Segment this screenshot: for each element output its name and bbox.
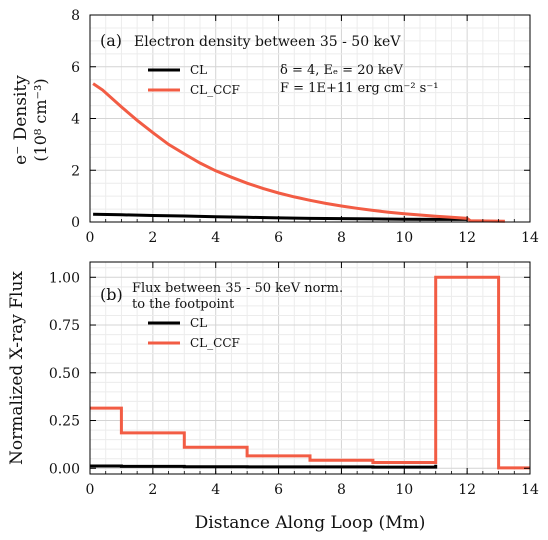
panel-a: 0 2 4 6 8 10 12 14 0 2 4 6 8 (a) Electron density be… bbox=[11, 8, 539, 246]
x-tick-label: 2 bbox=[148, 230, 157, 246]
x-tick-label: 6 bbox=[274, 482, 283, 498]
x-tick-label: 0 bbox=[86, 482, 95, 498]
panel-a-params-line2: F = 1E+11 erg cm⁻² s⁻¹ bbox=[280, 81, 438, 96]
panel-b-xlabel: Distance Along Loop (Mm) bbox=[195, 513, 426, 533]
panel-b-series bbox=[90, 275, 530, 470]
legend-label-cl: CL bbox=[190, 316, 207, 330]
panel-a-label: (a) bbox=[100, 31, 122, 50]
panel-a-grid bbox=[89, 14, 531, 223]
x-tick-label: 4 bbox=[211, 230, 220, 246]
y-tick-label: 2 bbox=[71, 163, 80, 179]
y-tick-label: 0.00 bbox=[49, 461, 80, 477]
x-tick-label: 8 bbox=[337, 230, 346, 246]
panel-b-ylabel: Normalized X-ray Flux bbox=[7, 271, 27, 465]
y-tick-label: 0 bbox=[71, 215, 80, 231]
y-tick-label: 1.00 bbox=[49, 270, 80, 286]
panel-a-legend: CL CL_CCF bbox=[148, 63, 240, 97]
legend-label-cl-ccf: CL_CCF bbox=[190, 83, 240, 97]
x-tick-label: 8 bbox=[337, 482, 346, 498]
y-tick-label: 6 bbox=[71, 60, 80, 76]
series-line-cl-ccf bbox=[92, 82, 505, 223]
series-line-cl bbox=[90, 464, 438, 469]
x-tick-label: 0 bbox=[86, 230, 95, 246]
panel-b-title-line1: Flux between 35 - 50 keV norm. bbox=[132, 281, 343, 296]
panel-b-ticks: 0 2 4 6 8 10 12 14 0.00 0.25 0.50 0.75 1.00 bbox=[49, 262, 539, 498]
panel-a-title: Electron density between 35 - 50 keV bbox=[134, 34, 401, 50]
x-tick-label: 14 bbox=[521, 482, 539, 498]
panel-b-title-line2: to the footpoint bbox=[132, 297, 235, 312]
panel-a-ylabel-line1: e⁻ Density bbox=[11, 75, 31, 165]
x-tick-label: 10 bbox=[395, 482, 413, 498]
panel-b-legend: CL CL_CCF bbox=[148, 316, 240, 350]
series-line-cl-ccf bbox=[90, 275, 530, 470]
x-tick-label: 12 bbox=[458, 230, 476, 246]
x-tick-label: 6 bbox=[274, 230, 283, 246]
x-tick-label: 10 bbox=[395, 230, 413, 246]
panel-a-series bbox=[92, 82, 505, 223]
panel-a-params-line1: δ = 4, Eₑ = 20 keV bbox=[280, 63, 403, 78]
y-tick-label: 0.50 bbox=[49, 366, 80, 382]
y-tick-label: 0.25 bbox=[49, 414, 80, 430]
x-tick-label: 14 bbox=[521, 230, 539, 246]
y-tick-label: 4 bbox=[71, 112, 80, 128]
x-tick-label: 2 bbox=[148, 482, 157, 498]
panel-a-ylabel-line2: (10⁸ cm⁻³) bbox=[31, 78, 50, 161]
y-tick-label: 8 bbox=[71, 8, 80, 24]
y-tick-label: 0.75 bbox=[49, 318, 80, 334]
x-tick-label: 12 bbox=[458, 482, 476, 498]
legend-label-cl: CL bbox=[190, 63, 207, 77]
panel-b: 0 2 4 6 8 10 12 14 0.00 0.25 0.50 0.75 1.00 (b) Flux… bbox=[7, 261, 539, 533]
panel-a-ticks: 0 2 4 6 8 10 12 14 0 2 4 6 8 bbox=[71, 8, 539, 246]
panel-b-label: (b) bbox=[100, 285, 123, 304]
x-tick-label: 4 bbox=[211, 482, 220, 498]
legend-label-cl-ccf: CL_CCF bbox=[190, 336, 240, 350]
